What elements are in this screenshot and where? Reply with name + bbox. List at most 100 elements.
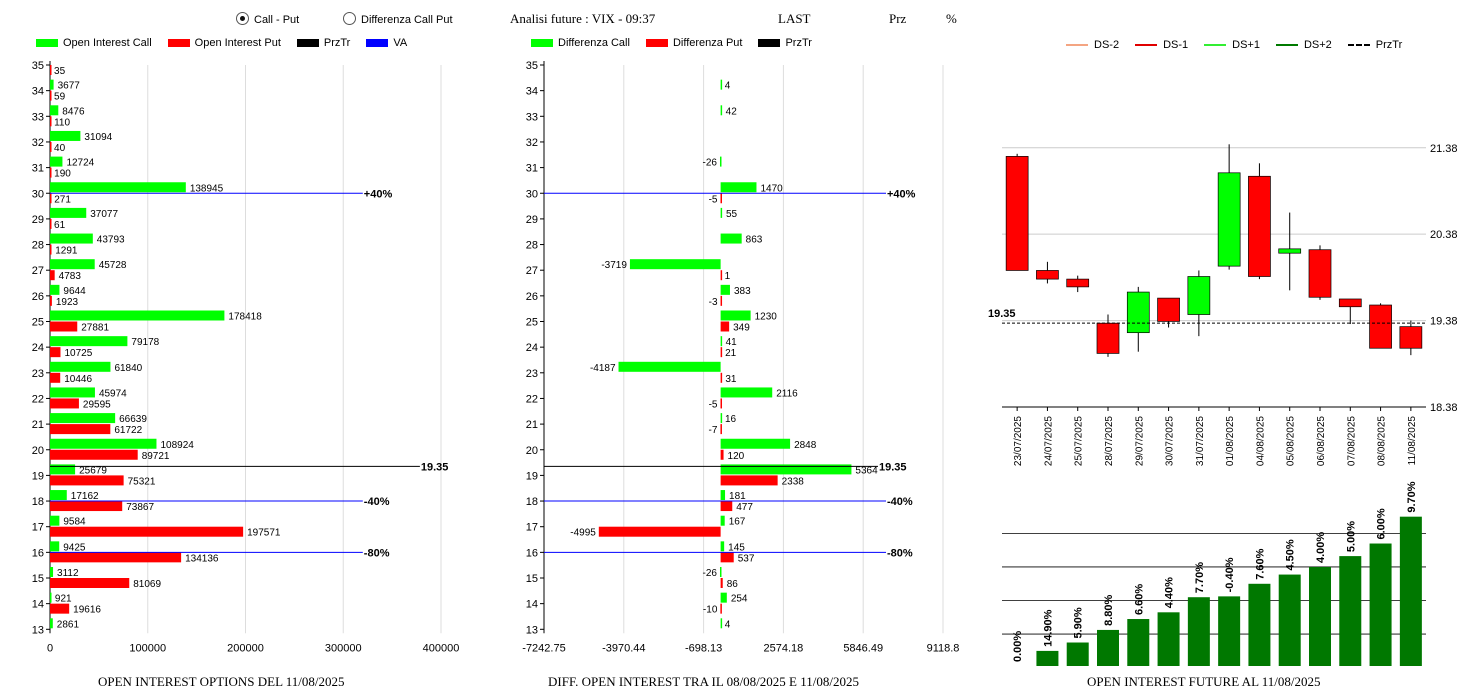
bar-label-call: 3677 [58,81,81,92]
x-tick-label: 08/08/2025 [1377,416,1388,466]
legend-label: DS-1 [1163,39,1189,51]
annotation-label: 19.35 [421,461,449,473]
bar-put [720,424,722,435]
pct-bar [1248,583,1271,666]
bar-label-call: 25679 [79,465,107,476]
bar-label-put: 349 [733,323,750,334]
y-tick-label: 19 [526,470,538,482]
bar-label-put: 59 [54,92,66,103]
y-tick-label: 34 [526,86,538,98]
caption-chart3: OPEN INTEREST FUTURE AL 11/08/2025 [1087,674,1321,689]
bar-put [50,244,52,255]
caption-chart2: DIFF. OPEN INTEREST TRA IL 08/08/2025 E … [548,674,859,689]
x-tick-label: 2574.18 [764,642,804,654]
y-tick-label: 33 [32,111,44,123]
annotation-label: -40% [887,496,913,508]
bar-call [50,490,67,501]
y-tick-label: 23 [526,368,538,380]
bar-label-put: 61 [54,220,66,231]
x-tick-label: 300000 [325,642,362,654]
bar-call [720,515,725,526]
candle-body [1248,175,1271,277]
radio-differenza[interactable]: Differenza Call Put [343,12,453,26]
bar-label-call: 383 [734,286,751,297]
bar-put [720,603,722,614]
y-tick-label: 20 [526,445,538,457]
bar-label-call: 5364 [855,465,878,476]
bar-label-put: 81069 [133,579,161,590]
bar-label-call: 79178 [131,337,159,348]
candle-body [1036,270,1059,280]
bar-call [50,387,95,398]
pct-bar-label: -0.40% [1224,557,1236,592]
legend-swatch [1347,44,1370,46]
bar-put [598,526,721,537]
prz-label: Prz [889,11,907,26]
bar-put [720,270,723,281]
annotation-label: +40% [887,188,916,200]
bar-label-put: 35 [54,66,66,77]
bar-put [50,372,61,383]
bar-label-put: 10725 [64,348,92,359]
bar-call [50,284,60,295]
bar-put [50,116,52,127]
bar-label-put: 31 [725,374,737,385]
bar-label-put: 27881 [81,323,109,334]
bar-label-call: 4 [725,619,731,630]
bar-label-put: 120 [728,451,745,462]
bar-label-call: 145 [728,542,745,553]
radio-call-put[interactable]: Call - Put [236,12,299,26]
bar-label-put: 2338 [782,476,805,487]
bar-label-call: 254 [731,594,748,605]
bar-label-put: 1291 [55,246,78,257]
bar-call [50,541,60,552]
bar-call [50,130,81,141]
legend-swatch [1204,44,1227,46]
y-tick-label: 13 [526,624,538,636]
y-tick-label: 34 [32,86,44,98]
bar-label-call: -3719 [601,260,627,271]
x-tick-label: 28/07/2025 [1104,416,1115,466]
bar-call [50,233,93,244]
y-tick-label: 35 [32,60,44,72]
legend-chart1: Open Interest Call Open Interest Put PrzTr… [36,37,423,50]
bar-label-put: 40 [54,143,66,154]
y-tick-label: 25 [32,317,44,329]
bar-call [720,541,725,552]
y-tick-label: 19.38 [1430,316,1458,328]
bar-label-call: 921 [55,594,72,605]
bar-call [50,207,87,218]
bar-call [629,259,721,270]
x-tick-label: 01/08/2025 [1225,416,1236,466]
legend-item-prztr: PrzTr [1347,39,1402,51]
y-tick-label: 19 [32,470,44,482]
bar-label-call: 8476 [62,106,85,117]
legend-swatch [531,39,553,47]
bar-put [720,372,723,383]
pct-bar [1066,642,1089,666]
bar-call [720,618,723,629]
y-tick-label: 32 [32,137,44,149]
x-tick-label: 06/08/2025 [1316,416,1327,466]
bar-label-call: 55 [726,209,738,220]
bar-call [720,387,773,398]
legend-swatch [296,39,319,47]
bar-label-call: 9425 [63,542,86,553]
pct-bar [1097,629,1119,666]
bar-label-put: 75321 [128,476,156,487]
legend-chart2: Differenza Call Differenza Put PrzTr [531,37,828,50]
pct-bar [1369,543,1392,666]
legend-item-prztr: PrzTr [296,37,350,49]
legend-label: DS+1 [1232,39,1260,51]
bar-label-call: -4187 [590,363,616,374]
pct-bar-label: 4.00% [1315,532,1327,563]
x-tick-label: 9118.8 [927,642,960,654]
bar-label-call: 9644 [63,286,86,297]
y-tick-label: 32 [526,137,538,149]
y-tick-label: 14 [526,599,538,611]
pct-bar [1339,556,1362,666]
pct-bar-label: 7.60% [1254,548,1266,579]
pct-bar-label: 0.00% [1012,631,1024,662]
bar-put [720,295,723,306]
bar-call [720,336,723,347]
